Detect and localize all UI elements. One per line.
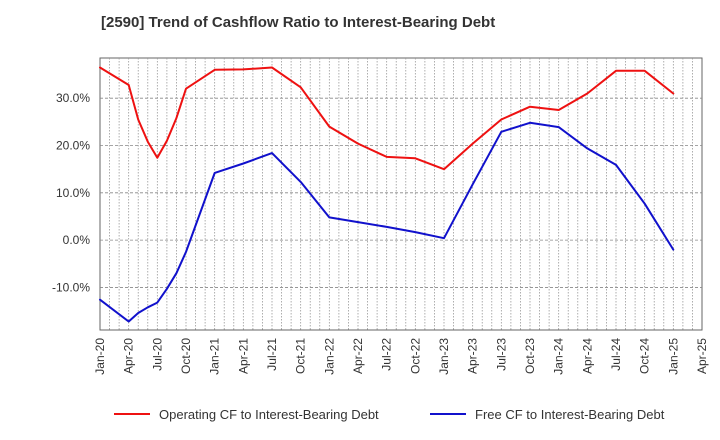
x-tick-label: Apr-25	[695, 338, 709, 374]
x-tick-label: Jan-20	[93, 338, 107, 375]
legend: Operating CF to Interest-Bearing Debt Fr…	[0, 402, 720, 426]
x-tick-label: Jan-25	[666, 338, 680, 375]
y-tick-label: 10.0%	[56, 186, 90, 200]
x-tick-label: Jan-22	[322, 338, 336, 375]
x-tick-label: Oct-20	[179, 338, 193, 374]
x-tick-label: Jul-24	[609, 338, 623, 371]
x-tick-label: Jan-24	[552, 338, 566, 375]
x-tick-label: Apr-21	[236, 338, 250, 374]
x-tick-label: Oct-23	[523, 338, 537, 374]
legend-swatch-operating-cf	[114, 413, 150, 415]
x-tick-label: Apr-22	[351, 338, 365, 374]
series-lines	[99, 66, 675, 323]
plot-area	[99, 57, 703, 331]
x-tick-label: Jul-20	[150, 338, 164, 371]
legend-item-free-cf: Free CF to Interest-Bearing Debt	[430, 402, 664, 426]
y-tick-label: 20.0%	[56, 139, 90, 153]
chart-title: [2590] Trend of Cashflow Ratio to Intere…	[101, 14, 496, 31]
x-tick-label: Oct-22	[408, 338, 422, 374]
y-tick-label: 0.0%	[63, 233, 91, 247]
x-tick-label: Jul-21	[265, 338, 279, 371]
x-tick-label: Jan-23	[437, 338, 451, 375]
x-tick-label: Oct-24	[638, 338, 652, 374]
series-line-operating-cf	[99, 66, 675, 171]
legend-label-free-cf: Free CF to Interest-Bearing Debt	[475, 406, 665, 422]
x-tick-label: Apr-24	[580, 338, 594, 374]
y-tick-label: -10.0%	[52, 280, 90, 294]
x-tick-label: Apr-20	[122, 338, 136, 374]
series-line-free-cf	[99, 121, 675, 323]
x-axis-tick-labels: Jan-20 Apr-20 Jul-20 Oct-20 Jan-21 Apr-21 Jul-…	[93, 338, 709, 375]
vertical-gridlines	[109, 58, 693, 330]
x-tick-label: Jan-21	[208, 338, 222, 375]
x-tick-label: Jul-23	[494, 338, 508, 371]
x-tick-label: Oct-21	[294, 338, 308, 374]
y-tick-label: 30.0%	[56, 91, 90, 105]
x-tick-label: Jul-22	[380, 338, 394, 371]
horizontal-gridlines	[100, 97, 702, 288]
legend-swatch-free-cf	[430, 413, 466, 415]
x-tick-label: Apr-23	[466, 338, 480, 374]
legend-item-operating-cf: Operating CF to Interest-Bearing Debt	[114, 402, 379, 426]
legend-label-operating-cf: Operating CF to Interest-Bearing Debt	[159, 406, 379, 422]
y-axis-tick-labels: -10.0% 0.0% 10.0% 20.0% 30.0%	[52, 91, 90, 294]
